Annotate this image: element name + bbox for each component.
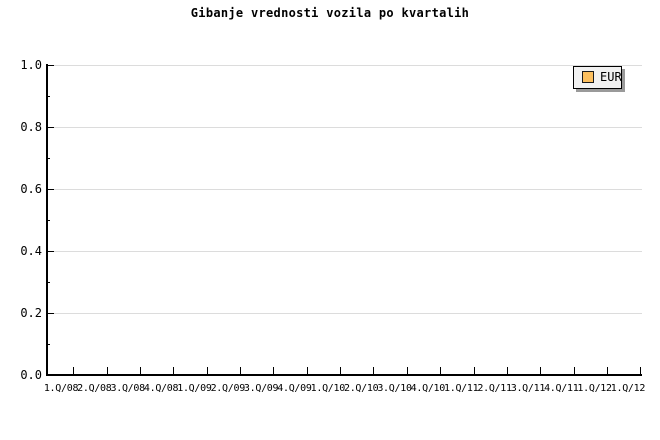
y-axis-major-tick (46, 251, 54, 252)
x-axis-tick-label: 3.Q/08 (110, 383, 146, 394)
y-axis-minor-tick (46, 96, 50, 97)
x-axis-tick-label: 3.Q/09 (243, 383, 279, 394)
y-axis-minor-tick (46, 344, 50, 345)
x-axis-tick-label: 4.Q/08 (143, 383, 179, 394)
x-axis-tick-label: 4.Q/11 (544, 383, 579, 394)
x-axis-tick (440, 367, 442, 374)
y-axis-minor-tick (46, 158, 50, 159)
gridline (46, 65, 642, 66)
x-axis-tick (606, 367, 608, 374)
x-axis-tick-label: 3.Q/11 (510, 383, 546, 394)
y-axis-major-tick (46, 127, 54, 128)
x-axis-tick (506, 367, 508, 374)
x-axis-tick (640, 367, 642, 374)
x-axis-tick-label: 2.Q/08 (77, 383, 112, 394)
x-axis-tick-label: 2.Q/10 (343, 383, 379, 394)
x-axis-tick (540, 367, 542, 374)
y-axis-tick-label: 0.4 (20, 244, 42, 258)
x-axis-tick-label: 2.Q/09 (210, 383, 246, 394)
x-axis-tick-label: 1.Q/12 (577, 383, 612, 394)
x-axis-tick (340, 367, 342, 374)
y-axis-line (46, 64, 48, 376)
x-axis-tick-label: 3.Q/10 (377, 383, 412, 394)
y-axis-tick-label: 0.2 (20, 306, 42, 320)
gridline (46, 251, 642, 252)
x-axis-tick (373, 367, 375, 374)
x-axis-tick-label: 1.Q/10 (310, 383, 346, 394)
legend: EUR (573, 66, 622, 89)
x-axis-tick (573, 367, 575, 374)
y-axis-tick-label: 0.8 (20, 120, 42, 134)
gridline (46, 127, 642, 128)
x-axis-tick (273, 367, 275, 374)
x-axis-tick (306, 367, 308, 374)
x-axis-tick (73, 367, 75, 374)
y-axis-minor-tick (46, 282, 50, 283)
gridline (46, 189, 642, 190)
x-axis-tick (473, 367, 475, 374)
gridline (46, 313, 642, 314)
x-axis-tick-label: 1.Q/11 (444, 383, 479, 394)
x-axis-tick (406, 367, 408, 374)
y-axis-tick-label: 1.0 (20, 58, 42, 72)
y-axis-major-tick (46, 313, 54, 314)
y-axis-minor-tick (46, 220, 50, 221)
x-axis-tick-label: 1.Q/12 (610, 383, 646, 394)
y-axis-tick-label: 0.6 (20, 182, 42, 196)
x-axis-tick-label: 2.Q/11 (477, 383, 512, 394)
legend-label-eur: EUR (600, 70, 622, 84)
x-axis-tick (140, 367, 141, 374)
x-axis-line (46, 374, 642, 376)
x-axis-tick-label: 1.Q/08 (43, 383, 79, 394)
x-axis-tick (173, 367, 175, 374)
x-axis-tick (240, 367, 242, 374)
y-axis-tick-label: 0.0 (20, 368, 42, 382)
chart-title: Gibanje vrednosti vozila po kvartalih (190, 6, 470, 20)
x-axis-tick-label: 1.Q/09 (177, 383, 212, 394)
y-axis-major-tick (46, 65, 54, 66)
x-axis-tick-label: 4.Q/09 (277, 383, 312, 394)
y-axis-major-tick (46, 189, 54, 190)
x-axis-tick (106, 367, 108, 374)
x-axis-tick-label: 4.Q/10 (410, 383, 446, 394)
x-axis-tick (206, 367, 208, 374)
legend-swatch-eur (582, 71, 594, 83)
